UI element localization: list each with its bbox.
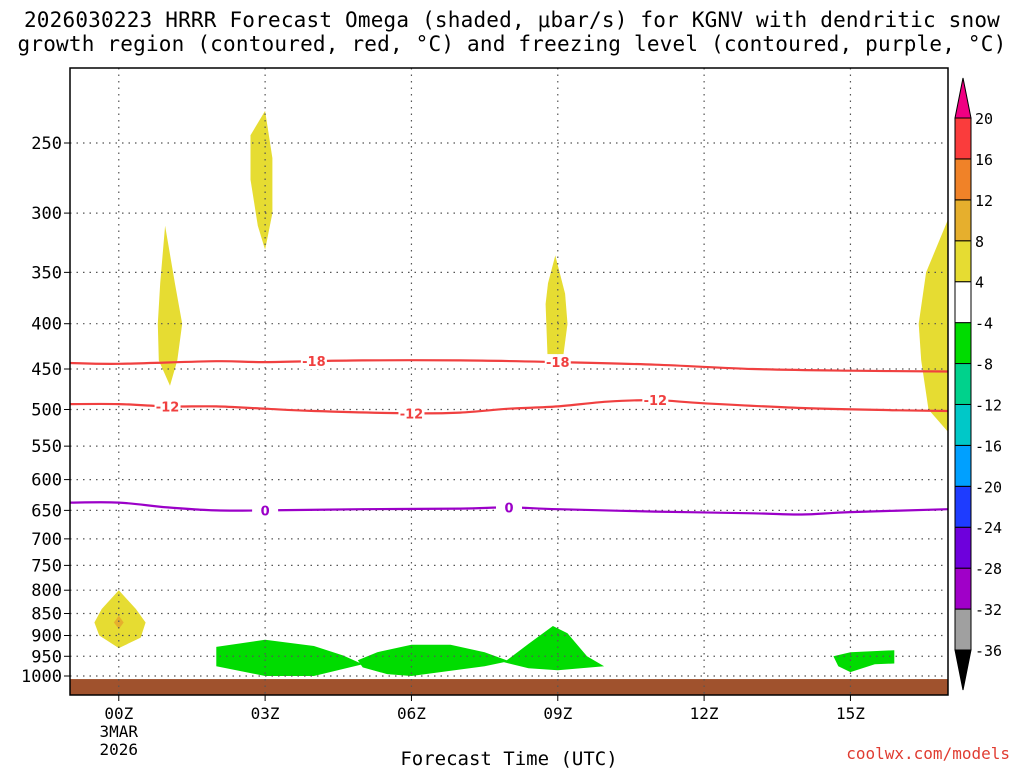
y-tick-label: 300: [31, 204, 62, 224]
omega-region-3: [918, 219, 948, 432]
colorbar-tick-label: -16: [975, 437, 1002, 455]
colorbar-bin: [954, 322, 972, 365]
x-tick-label: 00Z: [104, 704, 133, 723]
contour-label-bg: [544, 354, 571, 371]
y-tick-label: 750: [31, 556, 62, 576]
y-tick-label: 550: [31, 437, 62, 457]
contour-label-bg: [398, 405, 425, 422]
colorbar-tick-label: -32: [975, 601, 1002, 619]
chart-title-line1: 2026030223 HRRR Forecast Omega (shaded, …: [23, 8, 1001, 32]
omega-region-2: [545, 255, 568, 369]
contour-label: -18: [546, 356, 570, 371]
colorbar-bottom-arrow: [954, 649, 972, 691]
omega-region-8: [504, 626, 605, 671]
colorbar-bin: [954, 403, 972, 446]
colorbar: -36 -32 -28 -24 -20 -16 -12 -8 -4 4 8 12 16 20: [954, 77, 1002, 691]
colorbar-tick-label: -12: [975, 396, 1002, 414]
y-tick-label: 600: [31, 471, 62, 491]
x-tick-sublabel-date: 3MAR: [100, 722, 139, 741]
contour-line-0: [70, 359, 948, 373]
contour-label-bg: [154, 398, 181, 415]
colorbar-tick-label: 20: [975, 110, 993, 128]
grid-lines: [70, 68, 948, 695]
y-tick-label: 850: [31, 605, 62, 625]
omega-region-0: [157, 225, 183, 386]
omega-region-9: [833, 650, 895, 673]
contour-label: -12: [400, 407, 424, 422]
colorbar-bin: [954, 567, 972, 610]
colorbar-tick-label: -24: [975, 519, 1002, 537]
contour-label: 0: [261, 504, 270, 519]
colorbar-bin: [954, 240, 972, 283]
y-tick-label: 500: [31, 401, 62, 421]
y-tick-label: 250: [31, 134, 62, 154]
y-tick-label: 450: [31, 360, 62, 380]
colorbar-tick-label: 8: [975, 233, 984, 251]
y-tick-label: 950: [31, 647, 62, 667]
contour-label-bg: [496, 499, 522, 516]
colorbar-bin: [954, 158, 972, 201]
plot-area: -18 -18 -12 -12 -12 0 0: [70, 68, 948, 695]
colorbar-bin: [954, 608, 972, 651]
y-tick-label: 700: [31, 530, 62, 550]
x-tick-label: 15Z: [836, 704, 865, 723]
colorbar-bin: [954, 199, 972, 242]
colorbar-bin: [954, 526, 972, 569]
y-tick-label: 1000: [21, 667, 62, 687]
colorbar-tick-label: 4: [975, 274, 984, 292]
credit-text[interactable]: coolwx.com/models: [846, 744, 1010, 763]
y-tick-label: 350: [31, 263, 62, 283]
colorbar-top-arrow: [954, 77, 972, 119]
colorbar-tick-label: 12: [975, 192, 993, 210]
colorbar-bin: [954, 363, 972, 405]
contour-label: 0: [504, 501, 513, 516]
contour-line-1: [70, 399, 948, 415]
colorbar-bin: [954, 281, 972, 324]
omega-region-7: [357, 644, 509, 676]
colorbar-bin: [954, 485, 972, 528]
x-tick-label: 06Z: [397, 704, 426, 723]
contour-line-2: [70, 501, 948, 516]
plot-frame: [69, 67, 949, 696]
contour-label: -18: [302, 355, 326, 370]
omega-region-1: [250, 110, 273, 250]
x-axis-label: Forecast Time (UTC): [400, 748, 617, 768]
x-tick-label: 12Z: [690, 704, 719, 723]
y-tick-label: 900: [31, 626, 62, 646]
colorbar-bin: [954, 444, 972, 487]
colorbar-tick-label: -8: [975, 356, 993, 374]
x-tick-label: 09Z: [543, 704, 572, 723]
x-tick-sublabel-year: 2026: [100, 740, 139, 759]
ground-bar: [70, 679, 948, 695]
colorbar-tick-label: 16: [975, 151, 993, 169]
omega-region-6: [216, 639, 363, 676]
contour-label-bg: [300, 353, 327, 370]
chart-title-line2: growth region (contoured, red, °C) and f…: [17, 32, 1007, 56]
colorbar-tick-label: -20: [975, 478, 1002, 496]
colorbar-tick-label: -36: [975, 642, 1002, 660]
y-tick-label: 650: [31, 501, 62, 521]
colorbar-tick-label: -28: [975, 560, 1002, 578]
y-tick-label: 800: [31, 581, 62, 601]
x-tick-label: 03Z: [251, 704, 280, 723]
contour-label-bg: [642, 392, 669, 409]
contour-label-bg: [252, 502, 279, 519]
colorbar-bin: [954, 117, 972, 160]
contour-label: -12: [156, 400, 180, 415]
colorbar-tick-label: -4: [975, 315, 993, 333]
contour-label: -12: [644, 394, 668, 409]
omega-region-5: [113, 615, 124, 629]
y-tick-label: 400: [31, 315, 62, 335]
